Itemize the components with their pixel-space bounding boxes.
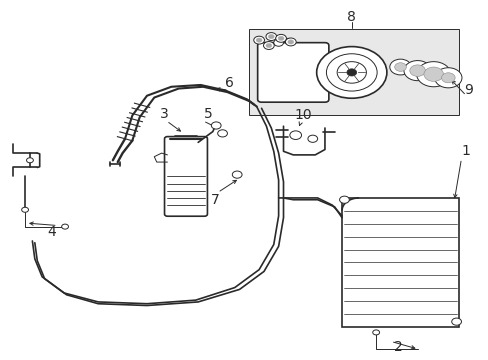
Circle shape — [403, 60, 430, 81]
Circle shape — [441, 73, 454, 83]
Bar — [341, 198, 458, 327]
Circle shape — [284, 39, 292, 44]
Circle shape — [394, 63, 406, 71]
FancyBboxPatch shape — [164, 136, 207, 216]
Circle shape — [256, 38, 262, 42]
Circle shape — [336, 62, 366, 83]
Circle shape — [287, 40, 293, 44]
Circle shape — [265, 33, 276, 41]
Text: 5: 5 — [203, 107, 212, 121]
Circle shape — [61, 224, 68, 229]
Text: 3: 3 — [160, 107, 168, 121]
Circle shape — [285, 38, 296, 46]
Text: 9: 9 — [464, 84, 472, 97]
Circle shape — [268, 35, 274, 39]
Circle shape — [372, 330, 379, 335]
Text: 2: 2 — [393, 340, 402, 354]
Text: 4: 4 — [47, 225, 56, 239]
Bar — [249, 30, 458, 116]
Circle shape — [273, 39, 283, 46]
Circle shape — [326, 54, 376, 91]
Circle shape — [346, 69, 356, 76]
Circle shape — [263, 41, 274, 49]
Circle shape — [434, 68, 461, 88]
Circle shape — [26, 158, 33, 163]
Circle shape — [423, 67, 443, 81]
Circle shape — [278, 36, 284, 41]
Text: 10: 10 — [294, 108, 311, 122]
Text: 8: 8 — [346, 10, 355, 24]
Circle shape — [217, 130, 227, 137]
Circle shape — [253, 36, 264, 44]
Circle shape — [409, 65, 425, 76]
Text: 1: 1 — [461, 144, 470, 158]
Text: 6: 6 — [225, 76, 234, 90]
Circle shape — [289, 131, 301, 139]
Circle shape — [21, 207, 28, 212]
Circle shape — [275, 35, 286, 42]
Circle shape — [307, 135, 317, 142]
Circle shape — [451, 318, 461, 325]
FancyBboxPatch shape — [257, 42, 328, 102]
Circle shape — [339, 196, 348, 203]
Circle shape — [316, 46, 386, 98]
Circle shape — [389, 59, 410, 75]
Circle shape — [211, 122, 221, 129]
Circle shape — [232, 171, 242, 178]
Circle shape — [416, 62, 450, 87]
Text: 7: 7 — [210, 193, 219, 207]
Circle shape — [265, 43, 271, 48]
